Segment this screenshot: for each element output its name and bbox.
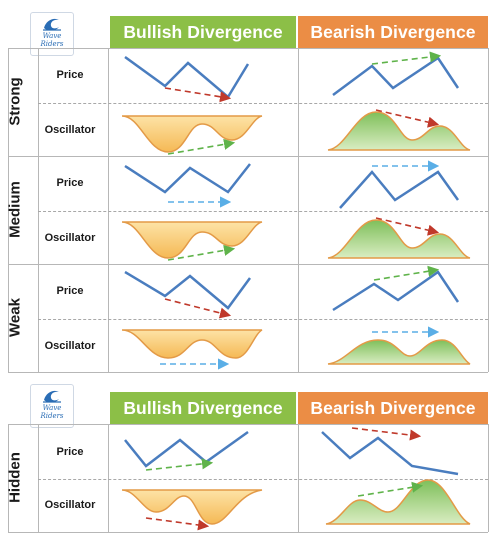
grid-border xyxy=(38,424,39,532)
price-label: Price xyxy=(56,177,84,189)
header-bearish-divergence: Bearish Divergence xyxy=(298,16,488,48)
grid-border xyxy=(8,264,488,265)
grid-border xyxy=(8,156,488,157)
oscillator-label: Oscillator xyxy=(44,232,96,244)
hidden-bullish-price-line xyxy=(124,430,249,471)
grid-border xyxy=(298,424,299,532)
weak-bearish-price-line xyxy=(332,265,460,312)
row-divider xyxy=(38,103,488,104)
strong-bearish-oscillator xyxy=(327,109,471,151)
wave-riders-logo: Wave Riders xyxy=(30,384,74,428)
grid-border xyxy=(8,372,488,373)
logo-text-line1: Wave xyxy=(42,32,62,40)
grid-border xyxy=(8,48,9,372)
wave-logo-icon xyxy=(43,18,61,31)
oscillator-label: Oscillator xyxy=(44,340,96,352)
grid-border xyxy=(38,48,39,372)
price-label: Price xyxy=(56,285,84,297)
price-label: Price xyxy=(56,69,84,81)
strong-bearish-price-line xyxy=(332,51,460,97)
medium-bearish-price-line xyxy=(339,160,460,209)
medium-bearish-oscillator xyxy=(327,217,471,259)
medium-bullish-oscillator xyxy=(121,221,263,261)
grid-border xyxy=(8,48,488,49)
grid-border xyxy=(8,532,488,533)
grid-border xyxy=(488,48,489,372)
header-bullish-divergence: Bullish Divergence xyxy=(110,392,296,424)
weak-bullish-price-line xyxy=(124,270,252,319)
oscillator-label: Oscillator xyxy=(44,499,96,511)
logo-text-line2: Riders xyxy=(40,412,64,420)
strong-bullish-price-line xyxy=(124,55,250,103)
weak-bullish-oscillator xyxy=(121,329,263,370)
row-divider xyxy=(38,211,488,212)
grid-border xyxy=(108,424,109,532)
header-bearish-divergence: Bearish Divergence xyxy=(298,392,488,424)
hidden-bullish-oscillator xyxy=(121,489,263,531)
header-bullish-divergence: Bullish Divergence xyxy=(110,16,296,48)
weak-bearish-oscillator xyxy=(327,326,471,365)
grid-border xyxy=(298,48,299,372)
wave-logo-icon xyxy=(43,390,61,403)
oscillator-label: Oscillator xyxy=(44,124,96,136)
grid-border xyxy=(8,424,488,425)
row-divider xyxy=(38,479,488,480)
grid-border xyxy=(8,424,9,532)
price-label: Price xyxy=(56,446,84,458)
hidden-bearish-price-line xyxy=(321,427,459,476)
medium-bullish-price-line xyxy=(124,163,251,208)
row-divider xyxy=(38,319,488,320)
grid-border xyxy=(488,424,489,532)
logo-text-line1: Wave xyxy=(42,404,62,412)
strong-bullish-oscillator xyxy=(121,115,263,155)
hidden-bearish-oscillator xyxy=(325,479,471,525)
grid-border xyxy=(108,48,109,372)
logo-text-line2: Riders xyxy=(40,40,64,48)
